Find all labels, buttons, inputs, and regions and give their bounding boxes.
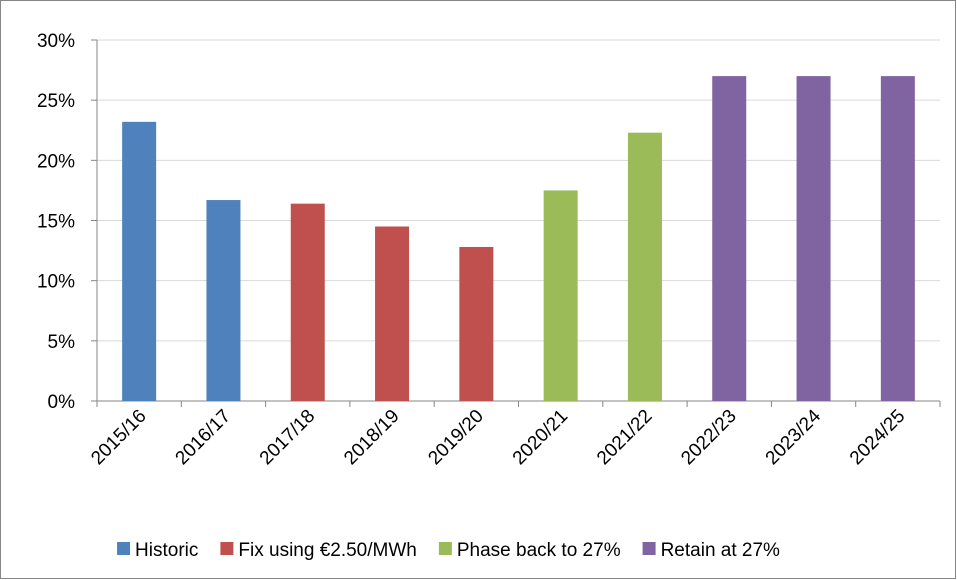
bar <box>627 132 662 401</box>
legend-swatch <box>117 542 131 555</box>
legend-label: Retain at 27% <box>661 540 780 561</box>
legend-swatch <box>220 542 234 555</box>
bar <box>880 76 915 401</box>
legend: Historic Fix using €2.50/MWh Phase back to… <box>117 540 780 561</box>
y-tick-label: 20% <box>37 151 75 172</box>
bar <box>290 203 325 401</box>
bar <box>206 200 241 401</box>
y-tick-label: 0% <box>48 392 76 413</box>
bar <box>459 246 494 401</box>
y-tick-label: 25% <box>37 91 75 112</box>
legend-swatch <box>642 542 656 555</box>
legend-label: Historic <box>135 540 198 561</box>
bar <box>375 226 410 401</box>
y-tick-label: 10% <box>37 272 75 293</box>
y-tick-label: 30% <box>37 31 75 52</box>
legend-swatch <box>438 542 452 555</box>
legend-label: Fix using €2.50/MWh <box>238 540 416 561</box>
bar <box>796 76 831 401</box>
y-tick-label: 15% <box>37 212 75 233</box>
y-tick-label: 5% <box>48 332 76 353</box>
bar <box>122 121 157 402</box>
legend-label: Phase back to 27% <box>457 540 621 561</box>
bar <box>712 76 747 401</box>
bar <box>543 190 578 401</box>
